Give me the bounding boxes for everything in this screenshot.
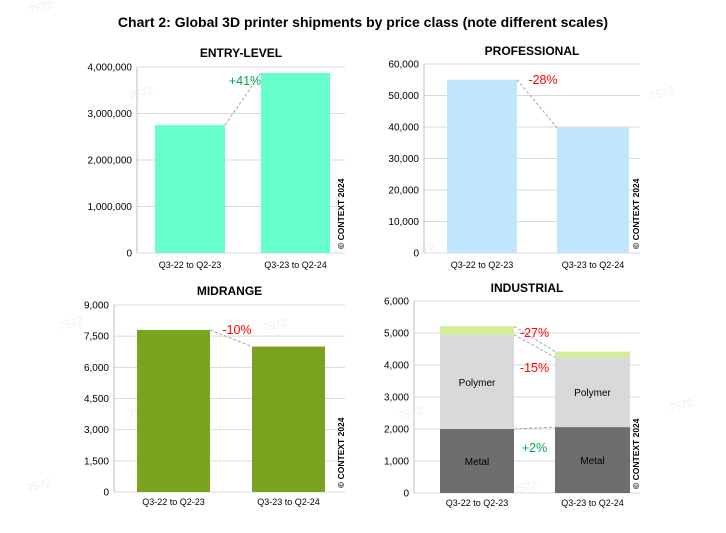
credit-label: © CONTEXT 2024 bbox=[336, 178, 346, 249]
y-tick-label: 3,000 bbox=[84, 425, 109, 436]
watermark-text: 7572 bbox=[512, 479, 539, 497]
bar-segment-polymer bbox=[440, 334, 514, 429]
x-tick-label: Q3-23 to Q2-24 bbox=[562, 260, 625, 270]
bar-segment-polymer bbox=[555, 357, 630, 428]
y-tick-label: 1,000 bbox=[384, 457, 409, 468]
chart-main-title: Chart 2: Global 3D printer shipments by … bbox=[117, 14, 609, 30]
watermark-text: 7572 bbox=[398, 405, 425, 423]
y-tick-label: 2,000,000 bbox=[88, 156, 133, 167]
bar-segment-metal bbox=[555, 427, 630, 493]
credit-label: © CONTEXT 2024 bbox=[336, 417, 346, 488]
y-tick-label: 1,000,000 bbox=[88, 202, 133, 213]
chart-panel-professional: PROFESSIONAL 0 10,000 20,000 30,000 40,000 50,… bbox=[388, 44, 641, 270]
change-connector bbox=[513, 334, 556, 358]
y-tick-label: 4,000 bbox=[384, 361, 409, 372]
y-tick-label: 0 bbox=[403, 489, 409, 500]
watermark-text: 7572 bbox=[668, 397, 695, 415]
x-tick-label: Q3-23 to Q2-24 bbox=[561, 498, 624, 508]
x-tick-label: Q3-22 to Q2-23 bbox=[451, 260, 514, 270]
bar-segment-other bbox=[440, 326, 514, 335]
bar bbox=[261, 73, 330, 253]
y-tick-label: 9,000 bbox=[84, 301, 109, 312]
bar-segment-other bbox=[555, 351, 630, 358]
watermark-text: 7572 bbox=[58, 315, 85, 333]
bar-segment-metal bbox=[440, 429, 514, 493]
y-tick-label: 0 bbox=[126, 249, 132, 260]
y-tick-label: 4,000,000 bbox=[88, 63, 133, 74]
y-tick-label: 1,500 bbox=[84, 456, 109, 467]
y-tick-label: 5,000 bbox=[384, 329, 409, 340]
y-tick-label: 30,000 bbox=[388, 154, 419, 165]
x-tick-label: Q3-22 to Q2-23 bbox=[159, 260, 222, 270]
chart-panel-midrange: MIDRANGE 0 1,500 3,000 4,500 6,000 7,500 9,000 -… bbox=[84, 284, 346, 507]
bar bbox=[447, 79, 517, 253]
change-connector bbox=[224, 72, 262, 126]
y-tick-label: 50,000 bbox=[388, 91, 419, 102]
credit-label: © CONTEXT 2024 bbox=[631, 178, 641, 249]
segment-label: Metal bbox=[465, 457, 489, 468]
y-tick-label: 6,000 bbox=[384, 297, 409, 308]
y-tick-label: 40,000 bbox=[388, 123, 419, 134]
bar bbox=[137, 329, 210, 492]
change-connector bbox=[516, 79, 558, 128]
chart-panel-industrial: INDUSTRIAL 0 1,000 2,000 3,000 4,000 5,000 6,00… bbox=[384, 281, 641, 508]
chart-panel-entry-level: ENTRY-LEVEL 0 1,000,000 2,000,000 3,000,000 4… bbox=[88, 46, 347, 270]
panel-title: ENTRY-LEVEL bbox=[200, 46, 282, 60]
watermark-text: 7572 bbox=[649, 85, 676, 103]
y-tick-label: 0 bbox=[413, 249, 419, 260]
y-tick-label: 4,500 bbox=[84, 394, 109, 405]
panel-title: INDUSTRIAL bbox=[491, 281, 564, 295]
change-label: +2% bbox=[522, 441, 547, 455]
y-tick-label: 7,500 bbox=[84, 332, 109, 343]
y-tick-label: 20,000 bbox=[388, 186, 419, 197]
watermark-text: 7572 bbox=[262, 317, 289, 335]
watermark-text: 7572 bbox=[28, 0, 55, 17]
y-tick-label: 3,000,000 bbox=[88, 109, 133, 120]
change-connector bbox=[513, 325, 556, 352]
bar bbox=[252, 346, 325, 492]
change-label: -10% bbox=[222, 323, 251, 337]
panel-title: MIDRANGE bbox=[197, 284, 262, 298]
y-tick-label: 60,000 bbox=[388, 60, 419, 71]
credit-label: © CONTEXT 2024 bbox=[631, 418, 641, 489]
y-tick-label: 10,000 bbox=[388, 217, 419, 228]
change-label: +41% bbox=[229, 74, 261, 88]
y-tick-label: 6,000 bbox=[84, 363, 109, 374]
x-tick-label: Q3-22 to Q2-23 bbox=[446, 498, 509, 508]
segment-label: Polymer bbox=[459, 378, 496, 389]
change-connector bbox=[513, 426, 556, 430]
change-label: -15% bbox=[520, 361, 549, 375]
x-tick-label: Q3-23 to Q2-24 bbox=[264, 260, 327, 270]
change-label: -27% bbox=[520, 326, 549, 340]
change-connector bbox=[209, 329, 253, 348]
x-tick-label: Q3-22 to Q2-23 bbox=[142, 497, 205, 507]
bar bbox=[155, 125, 225, 253]
y-tick-label: 0 bbox=[103, 488, 109, 499]
bar bbox=[557, 127, 629, 253]
y-tick-label: 2,000 bbox=[384, 425, 409, 436]
segment-label: Metal bbox=[580, 456, 604, 467]
segment-label: Polymer bbox=[574, 388, 611, 399]
panel-title: PROFESSIONAL bbox=[485, 44, 580, 58]
change-label: -28% bbox=[528, 73, 557, 87]
y-tick-label: 3,000 bbox=[384, 393, 409, 404]
watermark-text: 7572 bbox=[26, 477, 53, 495]
x-tick-label: Q3-23 to Q2-24 bbox=[257, 497, 320, 507]
watermark-text: 7572 bbox=[128, 85, 155, 103]
